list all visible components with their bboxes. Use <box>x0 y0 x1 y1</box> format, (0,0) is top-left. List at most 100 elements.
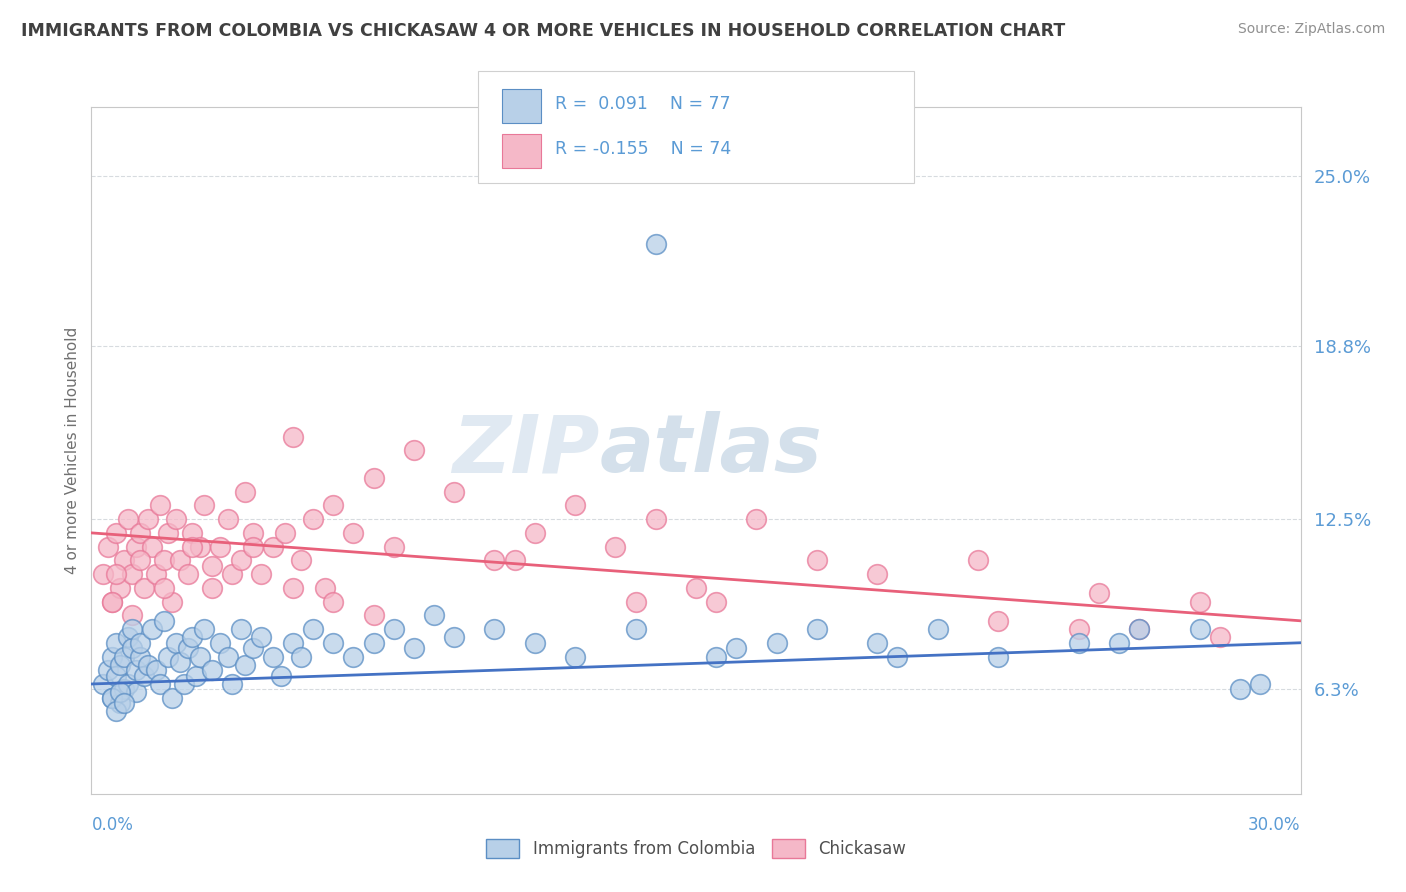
Point <box>188 649 211 664</box>
Point <box>987 649 1010 664</box>
Point <box>100 649 122 664</box>
Point <box>177 567 200 582</box>
Point <box>725 641 748 656</box>
Point <box>156 525 179 540</box>
Point <box>136 512 159 526</box>
Point <box>209 540 232 554</box>
Point <box>402 443 425 458</box>
Point <box>314 581 336 595</box>
Point <box>125 685 148 699</box>
Point <box>624 622 647 636</box>
Point <box>443 484 465 499</box>
Point <box>242 540 264 554</box>
Text: 30.0%: 30.0% <box>1249 816 1301 834</box>
Point <box>125 663 148 677</box>
Point <box>160 594 183 608</box>
Point <box>745 512 768 526</box>
Point <box>93 567 115 582</box>
Point <box>290 553 312 567</box>
Point <box>322 594 344 608</box>
Point <box>156 649 179 664</box>
Point <box>624 594 647 608</box>
Point <box>987 614 1010 628</box>
Point <box>1249 677 1271 691</box>
Point <box>290 649 312 664</box>
Point <box>177 641 200 656</box>
Point <box>121 641 143 656</box>
Point <box>302 622 325 636</box>
Text: 0.0%: 0.0% <box>91 816 134 834</box>
Point <box>886 649 908 664</box>
Point <box>132 581 155 595</box>
Point <box>644 237 666 252</box>
Point <box>100 594 122 608</box>
Point <box>186 669 208 683</box>
Point <box>363 608 385 623</box>
Point <box>193 622 215 636</box>
Point <box>1128 622 1150 636</box>
Point <box>128 525 150 540</box>
Point <box>402 641 425 656</box>
Point <box>221 677 243 691</box>
Point <box>564 499 586 513</box>
Point <box>217 649 239 664</box>
Point <box>217 512 239 526</box>
Point <box>128 649 150 664</box>
Point <box>100 690 122 705</box>
Point <box>443 630 465 644</box>
Point <box>1067 622 1090 636</box>
Point <box>165 636 187 650</box>
Point <box>503 553 526 567</box>
Point <box>128 636 150 650</box>
Point <box>169 553 191 567</box>
Point <box>112 553 135 567</box>
Point <box>233 657 256 672</box>
Point <box>141 540 163 554</box>
Point <box>188 540 211 554</box>
Point <box>173 677 195 691</box>
Point <box>270 669 292 683</box>
Point <box>100 690 122 705</box>
Point <box>363 471 385 485</box>
Point <box>564 649 586 664</box>
Point <box>201 558 224 573</box>
Point <box>117 630 139 644</box>
Point <box>1067 636 1090 650</box>
Point <box>165 512 187 526</box>
Point <box>108 581 131 595</box>
Point <box>104 705 127 719</box>
Point <box>128 553 150 567</box>
Point <box>104 636 127 650</box>
Point <box>765 636 787 650</box>
Point <box>1188 622 1211 636</box>
Point <box>644 512 666 526</box>
Point <box>1229 682 1251 697</box>
Text: atlas: atlas <box>599 411 823 490</box>
Point <box>121 622 143 636</box>
Point <box>249 567 271 582</box>
Point <box>866 636 889 650</box>
Point <box>160 690 183 705</box>
Point <box>484 622 506 636</box>
Point <box>132 669 155 683</box>
Point <box>96 663 118 677</box>
Point <box>704 649 727 664</box>
Point <box>342 649 364 664</box>
Point <box>484 553 506 567</box>
Point <box>125 540 148 554</box>
Point <box>169 655 191 669</box>
Point <box>104 525 127 540</box>
Point <box>249 630 271 644</box>
Point <box>242 641 264 656</box>
Point <box>281 581 304 595</box>
Point <box>181 540 204 554</box>
Point <box>262 649 284 664</box>
Point <box>149 677 172 691</box>
Point <box>281 636 304 650</box>
Point <box>605 540 627 554</box>
Point <box>1128 622 1150 636</box>
Point <box>322 636 344 650</box>
Point <box>242 525 264 540</box>
Point <box>523 525 546 540</box>
Point <box>136 657 159 672</box>
